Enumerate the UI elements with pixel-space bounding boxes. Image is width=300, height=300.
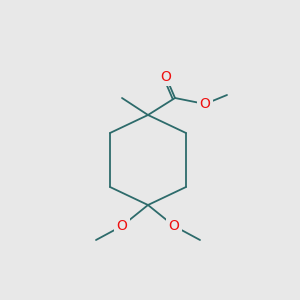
Text: O: O [169, 219, 179, 233]
Text: O: O [160, 70, 171, 84]
Text: O: O [117, 219, 128, 233]
Text: O: O [200, 97, 210, 111]
